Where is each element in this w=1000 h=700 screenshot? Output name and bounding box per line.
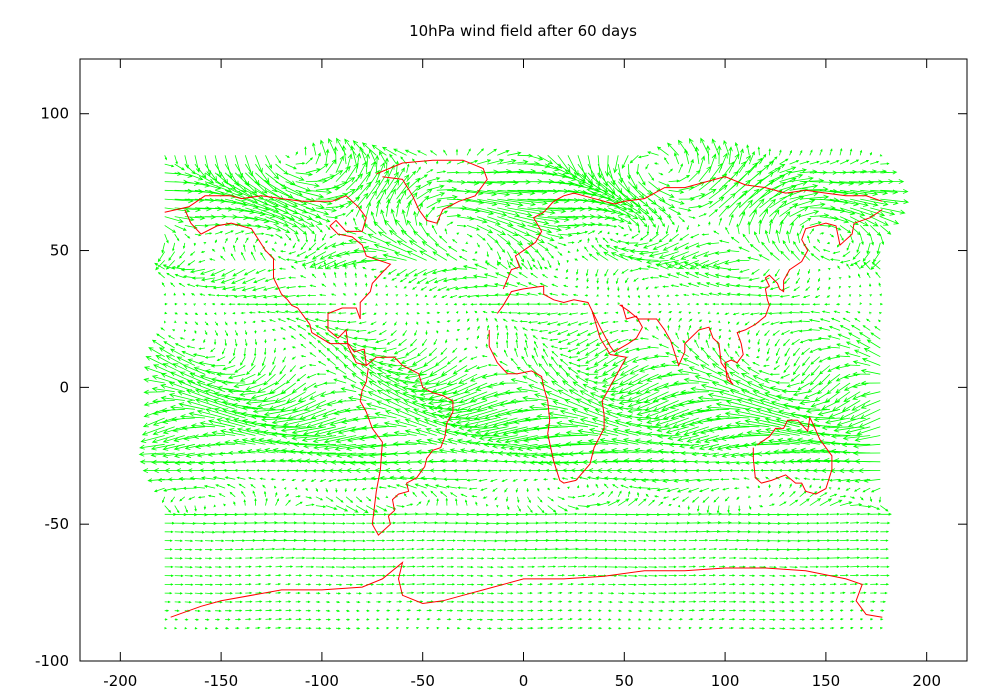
coastline-1 [359,356,454,536]
x-tick-label: -200 [103,672,137,690]
wind-vector-arrows [138,137,910,630]
coastline-0 [164,195,392,367]
y-tick-label: -100 [35,652,69,670]
wind-vectors [138,137,910,630]
coastline-4 [488,285,628,484]
coastline-5 [591,209,883,385]
y-tick-label: 100 [40,105,69,123]
x-tick-label: 200 [912,672,941,690]
x-tick-label: 50 [615,672,634,690]
coastline-2 [376,159,488,224]
coastlines [164,159,883,618]
x-tick-label: 0 [519,672,529,690]
x-tick-label: 150 [812,672,841,690]
chart-title: 10hPa wind field after 60 days [409,22,637,40]
coastline-7 [170,561,883,618]
x-tick-label: -50 [410,672,435,690]
y-tick-label: -50 [45,515,70,533]
plot-axes: -200 -150 -100 -50 0 50 100 150 200 -100 -50 0 50 100 [35,58,968,690]
coastline-3 [502,176,883,290]
x-tick-label: -150 [204,672,238,690]
plot-frame [79,58,968,662]
y-tick-label: 50 [50,242,69,260]
x-tick-label: -100 [305,672,339,690]
y-tick-label: 0 [59,378,69,396]
x-tick-label: 100 [711,672,740,690]
coastline-6 [752,415,833,495]
